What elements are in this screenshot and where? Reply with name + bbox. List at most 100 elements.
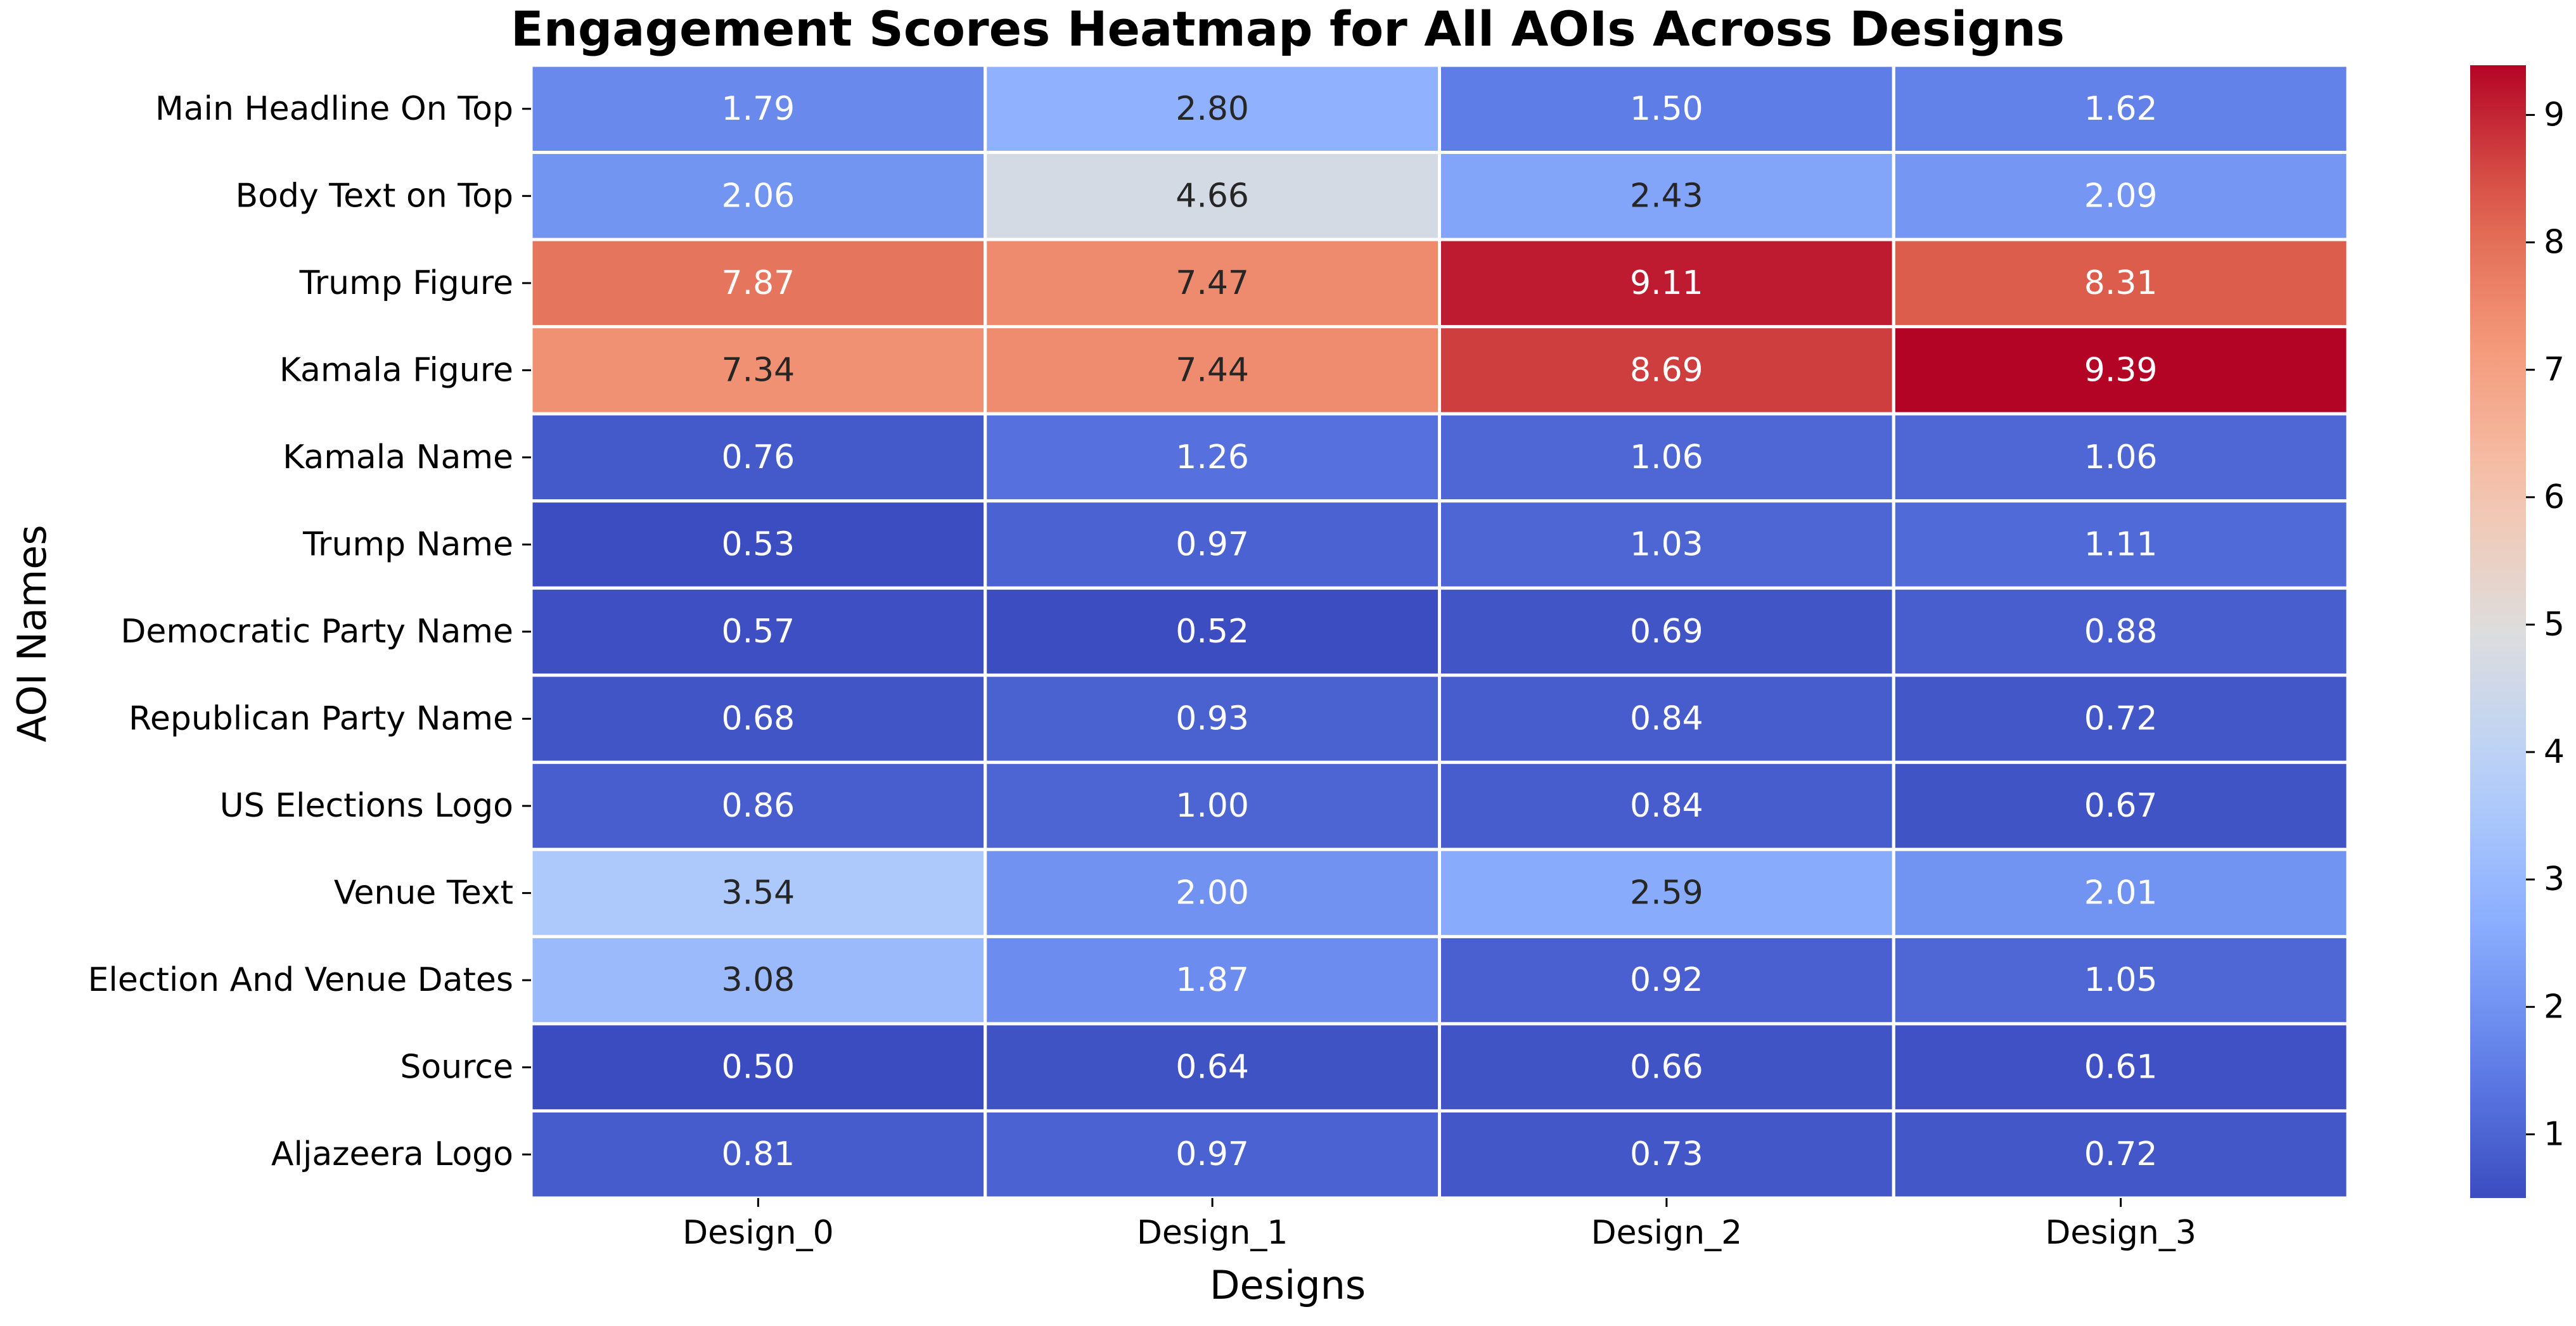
heatmap-cell xyxy=(529,673,987,764)
cell-value-label: 0.73 xyxy=(1630,1135,1703,1173)
heatmap-cell xyxy=(984,499,1441,590)
heatmap-cell xyxy=(1438,1022,1895,1112)
heatmap-cell xyxy=(984,238,1441,329)
cell-value-label: 0.92 xyxy=(1630,961,1703,999)
heatmap-cell xyxy=(1438,848,1895,938)
y-tick-label: Election And Venue Dates xyxy=(88,961,513,999)
x-tick-label: Design_1 xyxy=(1137,1214,1288,1252)
y-tick-label: Aljazeera Logo xyxy=(271,1135,513,1173)
x-axis-label: Designs xyxy=(1210,1262,1366,1308)
heatmap-cell xyxy=(529,499,987,590)
heatmap-cells xyxy=(529,63,2350,1200)
heatmap-cell xyxy=(1892,151,2350,241)
heatmap-cell xyxy=(1438,586,1895,677)
cell-value-label: 3.54 xyxy=(721,874,795,912)
cell-value-label: 1.06 xyxy=(1630,438,1703,476)
colorbar-tick-label: 1 xyxy=(2544,1115,2565,1153)
cell-value-label: 1.03 xyxy=(1630,525,1703,563)
heatmap-cell xyxy=(1438,499,1895,590)
cell-value-label: 2.06 xyxy=(721,177,795,215)
cell-value-label: 0.61 xyxy=(2084,1049,2158,1087)
cell-value-label: 8.31 xyxy=(2084,264,2158,302)
y-tick-label: Kamala Figure xyxy=(279,351,513,389)
cell-value-label: 0.66 xyxy=(1630,1049,1703,1087)
heatmap-cell xyxy=(984,325,1441,416)
heatmap-cell xyxy=(529,1022,987,1112)
colorbar-tick-label: 3 xyxy=(2544,860,2565,898)
y-tick-label: US Elections Logo xyxy=(220,787,513,825)
heatmap-cell xyxy=(529,1109,987,1200)
colorbar-tick-label: 8 xyxy=(2544,224,2565,262)
cell-value-label: 0.97 xyxy=(1176,1135,1249,1173)
colorbar-tick-label: 2 xyxy=(2544,988,2565,1026)
heatmap-cell xyxy=(1892,848,2350,938)
cell-value-label: 4.66 xyxy=(1176,177,1249,215)
cell-value-label: 0.84 xyxy=(1630,700,1703,738)
cell-value-label: 2.59 xyxy=(1630,874,1703,912)
heatmap-cell xyxy=(984,63,1441,155)
heatmap-cell xyxy=(1892,499,2350,590)
cell-value-label: 0.53 xyxy=(721,525,795,563)
y-tick-label: Trump Name xyxy=(302,525,513,563)
heatmap-cell xyxy=(1892,238,2350,329)
x-tick-label: Design_2 xyxy=(1591,1214,1743,1252)
colorbar-tick-label: 9 xyxy=(2544,96,2565,134)
cell-value-label: 0.81 xyxy=(721,1135,795,1173)
cell-value-label: 1.11 xyxy=(2084,525,2158,563)
cell-value-label: 0.72 xyxy=(2084,700,2158,738)
y-axis-label: AOI Names xyxy=(9,525,55,742)
colorbar-gradient xyxy=(2470,65,2526,1198)
colorbar-tick-label: 6 xyxy=(2544,478,2565,516)
cell-value-label: 7.47 xyxy=(1176,264,1249,302)
x-tick-label: Design_3 xyxy=(2045,1214,2196,1252)
heatmap-cell xyxy=(984,1022,1441,1112)
cell-value-label: 2.00 xyxy=(1176,874,1249,912)
colorbar-tick-label: 5 xyxy=(2544,606,2565,644)
y-tick-label: Body Text on Top xyxy=(235,177,513,215)
cell-value-labels: 1.79 2.80 1.50 1.62 2.06 4.66 2.43 2.09 7.87 7.47… xyxy=(721,90,2157,1173)
y-tick-label: Republican Party Name xyxy=(129,700,513,738)
cell-value-label: 0.86 xyxy=(721,787,795,825)
cell-value-label: 0.97 xyxy=(1176,525,1249,563)
cell-value-label: 1.00 xyxy=(1176,787,1249,825)
cell-value-label: 9.11 xyxy=(1630,264,1703,302)
cell-value-label: 0.52 xyxy=(1176,613,1249,651)
cell-value-label: 3.08 xyxy=(721,961,795,999)
heatmap-cell xyxy=(1892,325,2350,416)
cell-value-label: 1.50 xyxy=(1630,90,1703,128)
cell-value-label: 0.88 xyxy=(2084,613,2158,651)
cell-value-label: 0.93 xyxy=(1176,700,1249,738)
cell-value-label: 1.06 xyxy=(2084,438,2158,476)
x-tick-label: Design_0 xyxy=(682,1214,834,1252)
cell-value-label: 2.80 xyxy=(1176,90,1249,128)
heatmap-cell xyxy=(1438,934,1895,1026)
heatmap-cell xyxy=(1892,760,2350,851)
heatmap-cell xyxy=(984,412,1441,503)
colorbar-tick-label: 7 xyxy=(2544,351,2565,389)
chart-title: Engagement Scores Heatmap for All AOIs A… xyxy=(511,1,2065,57)
y-tick-label: Democratic Party Name xyxy=(120,613,513,651)
cell-value-label: 0.50 xyxy=(721,1049,795,1087)
y-tick-label: Source xyxy=(400,1049,513,1087)
cell-value-label: 1.62 xyxy=(2084,90,2158,128)
x-axis-ticks: Design_0 Design_1 Design_2 Design_3 xyxy=(682,1198,2196,1252)
heatmap-cell xyxy=(984,1109,1441,1200)
cell-value-label: 7.44 xyxy=(1176,351,1249,389)
heatmap-cell xyxy=(1892,1022,2350,1112)
cell-value-label: 0.72 xyxy=(2084,1135,2158,1173)
cell-value-label: 0.64 xyxy=(1176,1049,1249,1087)
heatmap-cell xyxy=(984,151,1441,241)
heatmap-cell xyxy=(1438,1109,1895,1200)
cell-value-label: 8.69 xyxy=(1630,351,1703,389)
heatmap-cell xyxy=(1892,586,2350,677)
y-tick-label: Venue Text xyxy=(334,874,513,912)
cell-value-label: 2.43 xyxy=(1630,177,1703,215)
heatmap-cell xyxy=(1892,934,2350,1026)
heatmap-cell xyxy=(1438,412,1895,503)
y-tick-label: Kamala Name xyxy=(283,438,513,476)
cell-value-label: 7.87 xyxy=(721,264,795,302)
cell-value-label: 9.39 xyxy=(2084,351,2158,389)
cell-value-label: 1.79 xyxy=(721,90,795,128)
cell-value-label: 2.01 xyxy=(2084,874,2158,912)
